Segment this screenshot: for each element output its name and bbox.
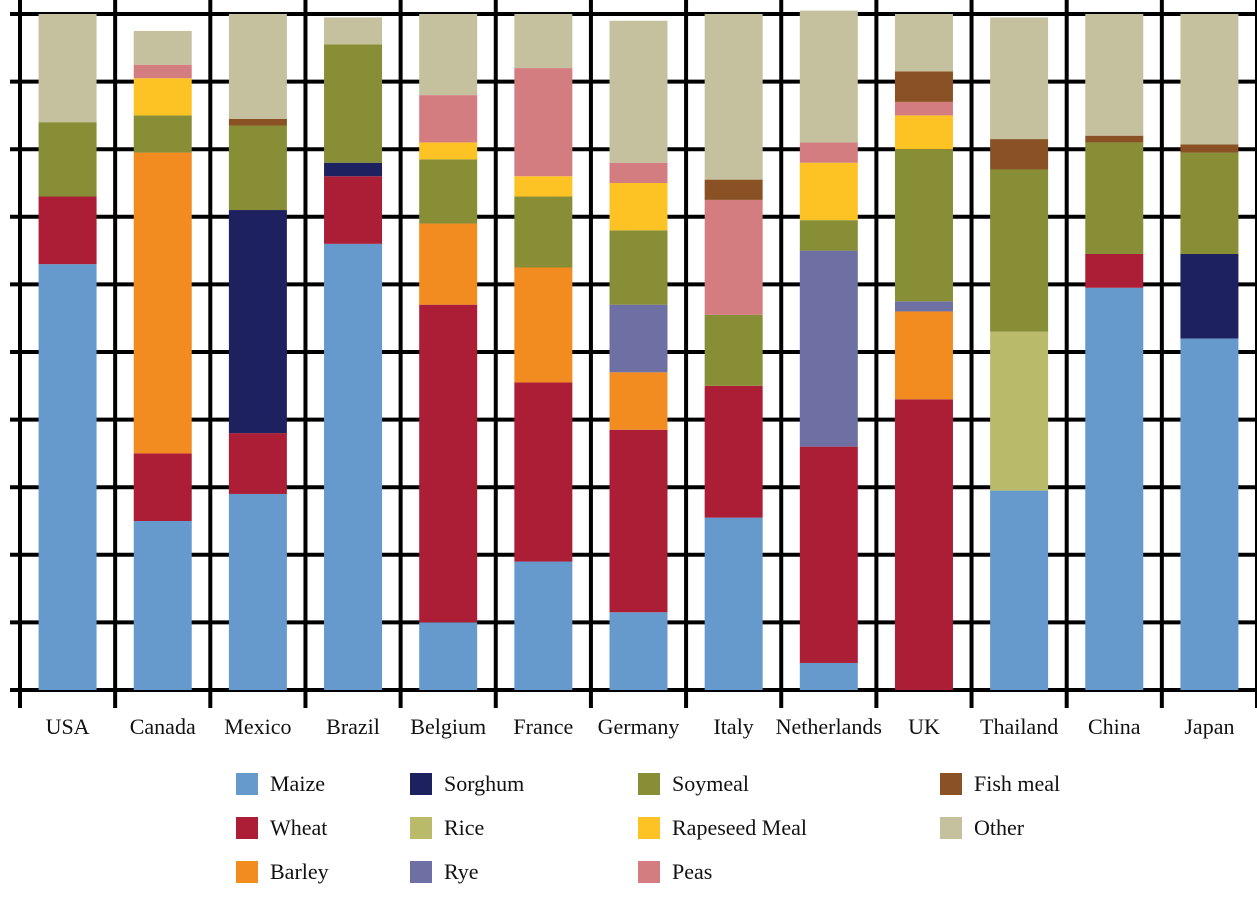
bar-segment-maize xyxy=(419,622,478,690)
bar-segment-sorghum xyxy=(1180,253,1239,339)
bar-segment-rapeseed-meal xyxy=(419,142,478,160)
x-tick-label: France xyxy=(513,714,573,739)
bar-segment-fish-meal xyxy=(228,118,287,126)
bar-segment-soymeal xyxy=(609,230,668,305)
bar-segment-wheat xyxy=(1085,253,1144,288)
bar-segment-other xyxy=(799,10,858,143)
bar-segment-other xyxy=(894,14,953,72)
bar-segment-peas xyxy=(704,199,763,315)
bar-segment-sorghum xyxy=(228,210,287,434)
bar-segment-fish-meal xyxy=(1180,144,1239,153)
bars xyxy=(38,10,1239,690)
column-dividers xyxy=(18,0,1257,708)
bar-segment-other xyxy=(1180,14,1239,145)
bar-segment-soymeal xyxy=(894,149,953,302)
bar-segment-wheat xyxy=(38,196,97,265)
bar-segment-soymeal xyxy=(38,122,97,197)
bar-segment-fish-meal xyxy=(704,179,763,200)
bar-segment-rapeseed-meal xyxy=(133,78,192,116)
bar-segment-maize xyxy=(1180,338,1239,690)
bar-segment-maize xyxy=(324,243,383,690)
bar-segment-peas xyxy=(799,142,858,163)
bar-segment-soymeal xyxy=(324,44,383,163)
bar-segment-other xyxy=(419,14,478,96)
x-tick-label: Japan xyxy=(1184,714,1234,739)
bar-segment-maize xyxy=(38,264,97,690)
bar-segment-soymeal xyxy=(228,125,287,211)
x-tick-label: Netherlands xyxy=(776,714,882,739)
bar-segment-fish-meal xyxy=(990,139,1049,170)
bar-segment-other xyxy=(324,17,383,45)
x-tick-label: Mexico xyxy=(224,714,291,739)
bar-segment-wheat xyxy=(894,399,953,690)
bar-segment-maize xyxy=(514,561,573,690)
bar-segment-soymeal xyxy=(1180,152,1239,254)
bar-segment-soymeal xyxy=(799,220,858,251)
bar-segment-rice xyxy=(990,331,1049,491)
bar-segment-peas xyxy=(894,101,953,116)
bar-segment-other xyxy=(704,14,763,180)
bar-segment-soymeal xyxy=(990,169,1049,332)
bar-segment-wheat xyxy=(514,382,573,562)
bar-segment-barley xyxy=(609,372,668,430)
bar-segment-other xyxy=(228,14,287,119)
bar-segment-maize xyxy=(228,493,287,690)
bar-segment-rye xyxy=(894,301,953,312)
bar-segment-wheat xyxy=(419,304,478,623)
bar-segment-barley xyxy=(514,267,573,383)
bar-segment-soymeal xyxy=(1085,142,1144,254)
bar-segment-other xyxy=(990,17,1049,140)
bar-segment-rye xyxy=(799,250,858,447)
bar-segment-peas xyxy=(514,68,573,177)
x-tick-label: Brazil xyxy=(326,714,380,739)
x-tick-label: Belgium xyxy=(410,714,486,739)
bar-segment-other xyxy=(1085,14,1144,136)
bar-segment-rye xyxy=(609,304,668,373)
bar-segment-other xyxy=(133,30,192,65)
bar-segment-other xyxy=(38,14,97,123)
bar-segment-peas xyxy=(609,162,668,183)
bar-segment-wheat xyxy=(133,453,192,521)
bar-segment-rapeseed-meal xyxy=(514,176,573,197)
bar-segment-rapeseed-meal xyxy=(894,115,953,150)
bar-segment-barley xyxy=(133,152,192,454)
bar-segment-soymeal xyxy=(133,115,192,153)
bar-segment-fish-meal xyxy=(1085,135,1144,143)
bar-segment-wheat xyxy=(228,433,287,494)
bar-segment-soymeal xyxy=(419,159,478,224)
bar-segment-rapeseed-meal xyxy=(799,162,858,221)
bar-segment-peas xyxy=(133,64,192,79)
x-tick-label: USA xyxy=(46,714,90,739)
bar-segment-maize xyxy=(799,662,858,690)
bar-segment-maize xyxy=(704,517,763,690)
bar-segment-sorghum xyxy=(324,162,383,177)
bar-segment-peas xyxy=(419,95,478,143)
bar-segment-barley xyxy=(419,223,478,305)
bar-segment-wheat xyxy=(609,429,668,613)
bar-segment-maize xyxy=(1085,287,1144,690)
bar-segment-barley xyxy=(894,311,953,400)
bar-segment-maize xyxy=(609,612,668,690)
bar-segment-maize xyxy=(990,490,1049,690)
x-tick-label: Canada xyxy=(130,714,196,739)
x-tick-label: Germany xyxy=(598,714,680,739)
bar-segment-other xyxy=(514,14,573,69)
bar-segment-wheat xyxy=(324,176,383,244)
bar-segment-wheat xyxy=(704,385,763,518)
bar-segment-wheat xyxy=(799,446,858,663)
x-tick-label: Thailand xyxy=(980,714,1058,739)
x-tick-label: Italy xyxy=(713,714,753,739)
bar-segment-maize xyxy=(133,521,192,690)
bar-segment-other xyxy=(609,20,668,163)
x-tick-labels: USA Canada Mexico Brazil Belgium France German… xyxy=(46,714,1235,739)
x-tick-label: UK xyxy=(908,714,940,739)
bar-segment-rapeseed-meal xyxy=(609,183,668,231)
bar-segment-fish-meal xyxy=(894,71,953,102)
bar-segment-soymeal xyxy=(514,196,573,268)
bar-segment-soymeal xyxy=(704,314,763,386)
x-tick-label: China xyxy=(1088,714,1141,739)
